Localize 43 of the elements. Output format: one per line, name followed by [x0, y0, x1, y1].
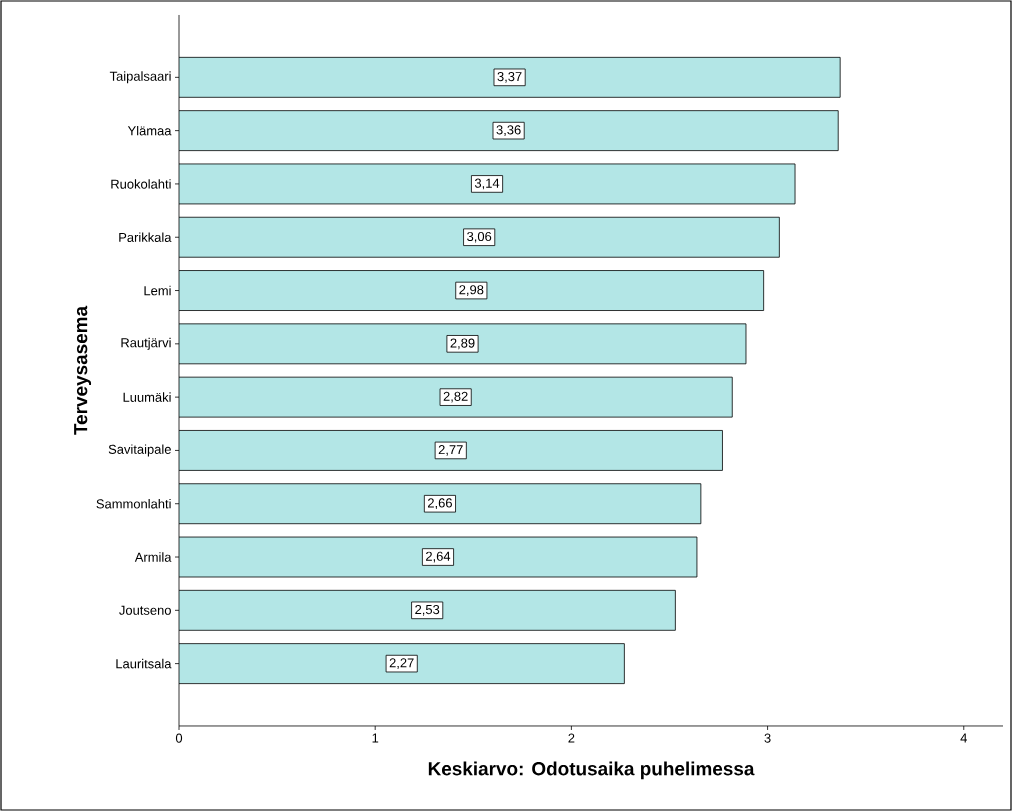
y-tick-label: Parikkala — [119, 232, 172, 242]
bar — [179, 163, 796, 205]
data-label: 3,36 — [496, 125, 521, 136]
bar — [179, 56, 841, 98]
bar — [179, 323, 747, 365]
data-label: 2,89 — [450, 338, 475, 350]
data-label: 2,66 — [427, 498, 452, 510]
data-label: 3,37 — [497, 71, 522, 83]
y-tick-label: Rautjärvi — [121, 337, 171, 350]
bar — [179, 589, 676, 631]
x-tick-label: 4 — [960, 733, 967, 743]
bar — [179, 110, 839, 152]
x-tick-label: 1 — [372, 733, 379, 743]
data-label: 2,98 — [459, 285, 484, 296]
x-axis-title: Keskiarvo: Odotusaika puhelimessa — [428, 761, 755, 780]
data-label: 2,64 — [426, 551, 451, 563]
x-tick-label: 3 — [764, 733, 771, 743]
bar — [179, 216, 780, 258]
bar — [179, 376, 733, 418]
y-tick-label: Lemi — [144, 285, 171, 296]
data-label: 3,14 — [474, 178, 500, 190]
data-label: 2,27 — [389, 658, 414, 669]
y-axis-title: Terveysasema — [74, 305, 92, 435]
y-tick-label: Savitaipale — [108, 444, 171, 457]
bar — [179, 483, 702, 525]
bar — [179, 536, 698, 578]
data-label: 2,53 — [415, 604, 440, 616]
x-tick-label: 2 — [568, 733, 575, 743]
y-tick-label: Ruokolahti — [111, 179, 171, 189]
y-tick-label: Sammonlahti — [96, 498, 171, 509]
bar — [179, 270, 765, 311]
data-label: 2,82 — [443, 391, 468, 403]
x-tick-label: 0 — [175, 733, 183, 743]
y-tick-label: Lauritsala — [116, 658, 172, 669]
y-tick-label: Luumäki — [123, 392, 171, 402]
bar — [179, 643, 625, 685]
data-label: 2,77 — [438, 445, 463, 456]
y-tick-label: Joutseno — [119, 605, 171, 615]
y-tick-label: Taipalsaari — [109, 71, 171, 84]
data-label: 3,06 — [467, 231, 492, 243]
y-tick-label: Ylämaa — [127, 125, 172, 136]
y-tick-label: Armila — [134, 552, 172, 562]
bar — [179, 430, 723, 471]
